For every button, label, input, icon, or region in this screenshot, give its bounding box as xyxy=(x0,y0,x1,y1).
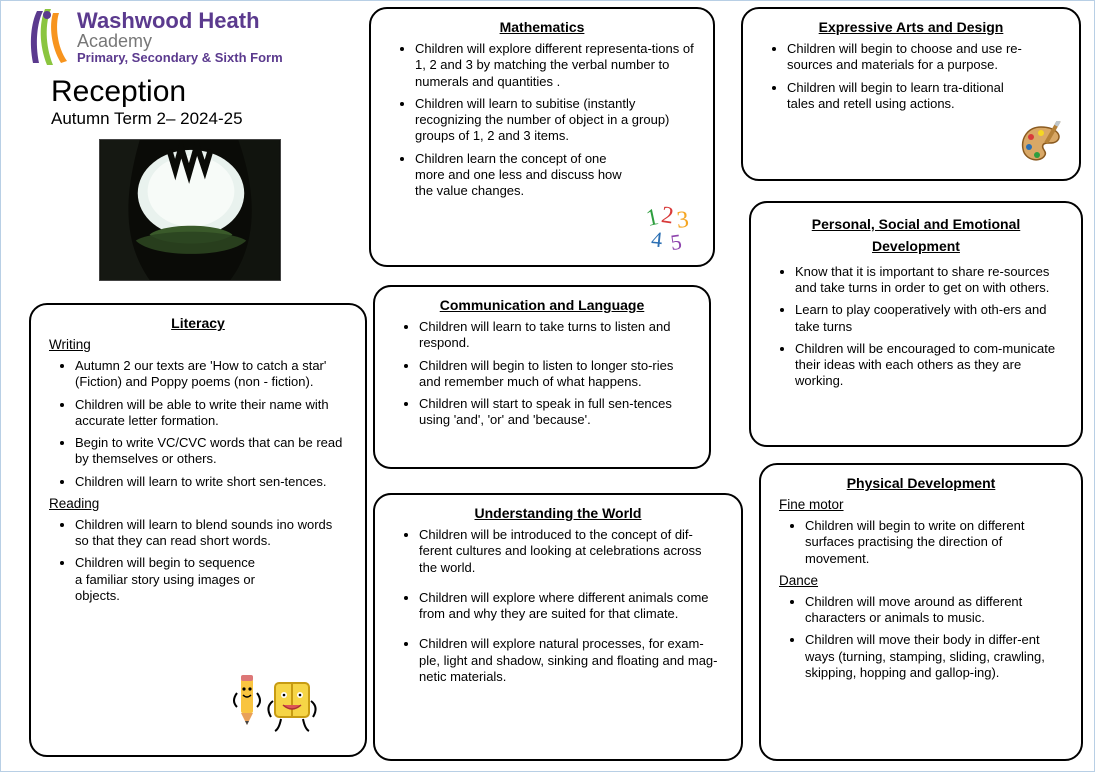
list-item: Children will explore where different an… xyxy=(419,590,723,623)
list-item: Know that it is important to share re-so… xyxy=(795,264,1063,297)
comm-list: Children will learn to take turns to lis… xyxy=(393,319,691,429)
list-item: Children learn the concept of one more a… xyxy=(415,151,695,200)
writing-subhead: Writing xyxy=(49,337,347,352)
literacy-title: Literacy xyxy=(49,315,347,331)
reading-subhead: Reading xyxy=(49,496,347,511)
logo-icon xyxy=(25,9,71,65)
list-item: Children will explore different represen… xyxy=(415,41,695,90)
list-item: Children will learn to subitise (instant… xyxy=(415,96,695,145)
list-item: Begin to write VC/CVC words that can be … xyxy=(75,435,347,468)
list-item: Learn to play cooperatively with oth-ers… xyxy=(795,302,1063,335)
arts-list: Children will begin to choose and use re… xyxy=(761,41,1061,112)
list-item: Children will begin to choose and use re… xyxy=(787,41,1061,74)
brand-line1: Washwood Heath xyxy=(77,9,283,32)
dance-list: Children will move around as different c… xyxy=(779,594,1063,681)
palette-icon xyxy=(1019,121,1067,165)
arts-title: Expressive Arts and Design xyxy=(761,19,1061,35)
reading-list: Children will learn to blend sounds ino … xyxy=(49,517,347,604)
page-subtitle: Autumn Term 2– 2024-25 xyxy=(51,109,243,129)
world-box: Understanding the World Children will be… xyxy=(373,493,743,761)
list-item: Children will begin to learn tra-ditiona… xyxy=(787,80,1061,113)
brand-line3: Primary, Secondary & Sixth Form xyxy=(77,51,283,65)
list-item: Children will move their body in differ-… xyxy=(805,632,1063,681)
page-title: Reception xyxy=(51,75,243,109)
list-item: Children will begin to sequence a famili… xyxy=(75,555,347,604)
mathematics-box: Mathematics Children will explore differ… xyxy=(369,7,715,267)
fine-motor-list: Children will begin to write on differen… xyxy=(779,518,1063,567)
list-item: Autumn 2 our texts are 'How to catch a s… xyxy=(75,358,347,391)
world-list: Children will be introduced to the conce… xyxy=(393,527,723,685)
literacy-box: Literacy Writing Autumn 2 our texts are … xyxy=(29,303,367,757)
communication-box: Communication and Language Children will… xyxy=(373,285,711,469)
psed-title: Personal, Social and Emotional Developme… xyxy=(769,213,1063,258)
physical-title: Physical Development xyxy=(779,475,1063,491)
numbers-icon: 1 2 3 4 5 xyxy=(643,201,699,253)
svg-text:2: 2 xyxy=(660,202,676,229)
list-item: Children will be able to write their nam… xyxy=(75,397,347,430)
psed-box: Personal, Social and Emotional Developme… xyxy=(749,201,1083,447)
list-item: Children will begin to listen to longer … xyxy=(419,358,691,391)
maths-list: Children will explore different represen… xyxy=(389,41,695,199)
list-item: Children will learn to write short sen-t… xyxy=(75,474,347,490)
list-item: Children will learn to take turns to lis… xyxy=(419,319,691,352)
list-item: Children will move around as different c… xyxy=(805,594,1063,627)
list-item: Children will explore natural processes,… xyxy=(419,636,723,685)
list-item: Children will begin to write on differen… xyxy=(805,518,1063,567)
brand-line2: Academy xyxy=(77,32,283,51)
writing-list: Autumn 2 our texts are 'How to catch a s… xyxy=(49,358,347,490)
list-item: Children will learn to blend sounds ino … xyxy=(75,517,347,550)
physical-box: Physical Development Fine motor Children… xyxy=(759,463,1083,761)
fine-motor-subhead: Fine motor xyxy=(779,497,1063,512)
comm-title: Communication and Language xyxy=(393,297,691,313)
pencil-characters-icon xyxy=(231,673,321,735)
dance-subhead: Dance xyxy=(779,573,1063,588)
school-logo: Washwood Heath Academy Primary, Secondar… xyxy=(25,9,283,65)
list-item: Children will start to speak in full sen… xyxy=(419,396,691,429)
world-title: Understanding the World xyxy=(393,505,723,521)
arts-box: Expressive Arts and Design Children will… xyxy=(741,7,1081,181)
svg-text:4: 4 xyxy=(650,226,664,252)
list-item: Children will be encouraged to com-munic… xyxy=(795,341,1063,390)
list-item: Children will be introduced to the conce… xyxy=(419,527,723,576)
psed-list: Know that it is important to share re-so… xyxy=(769,264,1063,390)
page-title-block: Reception Autumn Term 2– 2024-25 xyxy=(51,75,243,129)
cave-image xyxy=(99,139,281,281)
maths-title: Mathematics xyxy=(389,19,695,35)
